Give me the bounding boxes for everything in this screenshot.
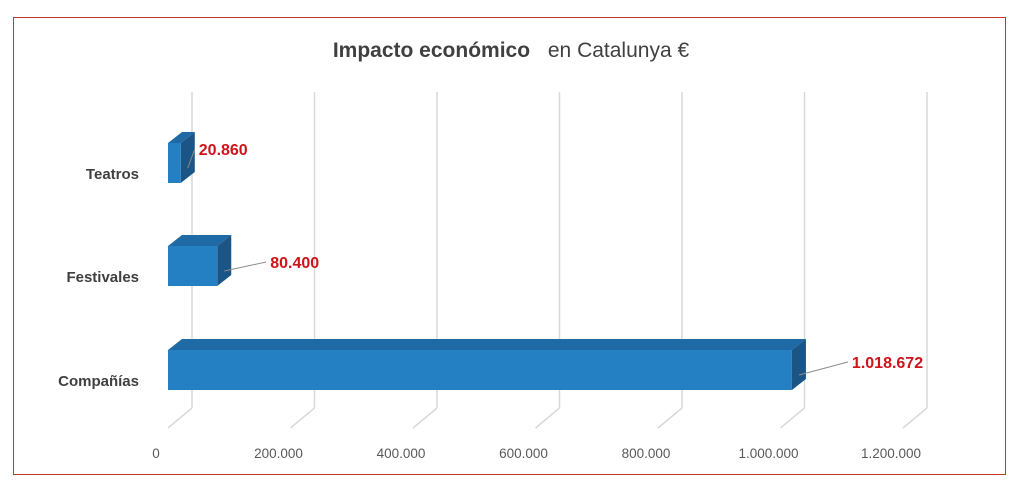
category-label: Compañías xyxy=(58,373,139,390)
x-tick-label: 600.000 xyxy=(499,446,548,461)
chart-title-rest: en Catalunya € xyxy=(548,39,690,62)
category-label: Festivales xyxy=(66,269,139,286)
x-tick-label: 800.000 xyxy=(622,446,671,461)
bar-top-face xyxy=(168,235,232,246)
bar xyxy=(168,350,792,390)
floor-line xyxy=(780,407,805,429)
x-tick-label: 1.200.000 xyxy=(861,446,921,461)
chart-title: Impacto económico en Catalunya € xyxy=(333,39,690,62)
x-tick-label: 200.000 xyxy=(254,446,303,461)
bar-side-face xyxy=(791,339,806,390)
value-label: 1.018.672 xyxy=(852,355,923,372)
leader-line xyxy=(187,148,196,169)
bar-top-face xyxy=(168,339,806,350)
x-tick-label: 1.000.000 xyxy=(738,446,798,461)
bar-top-face xyxy=(168,132,195,143)
category-labels: Compañías Festivales Teatros xyxy=(58,166,139,390)
value-label: 80.400 xyxy=(270,255,319,272)
bar-side-face xyxy=(180,132,195,183)
x-tick-label: 0 xyxy=(152,446,160,461)
floor-line xyxy=(535,407,560,429)
floor-line xyxy=(902,407,928,429)
value-label: 20.860 xyxy=(199,142,248,159)
leader-line xyxy=(798,361,849,376)
chart-title-bold: Impacto económico xyxy=(333,39,530,62)
floor-line xyxy=(167,407,193,429)
bar-side-face xyxy=(217,235,232,286)
bars xyxy=(168,132,806,390)
bar xyxy=(168,246,218,286)
floor-line xyxy=(290,407,315,429)
leader-line xyxy=(224,261,267,272)
floor-line xyxy=(412,407,438,429)
x-axis-ticks: 0 200.000 400.000 600.000 800.000 1.000.000 1.… xyxy=(152,446,921,461)
value-labels: 1.018.672 80.400 20.860 xyxy=(187,142,923,376)
floor-line xyxy=(657,407,683,429)
x-tick-label: 400.000 xyxy=(377,446,426,461)
category-label: Teatros xyxy=(86,166,139,183)
bar xyxy=(168,143,181,183)
